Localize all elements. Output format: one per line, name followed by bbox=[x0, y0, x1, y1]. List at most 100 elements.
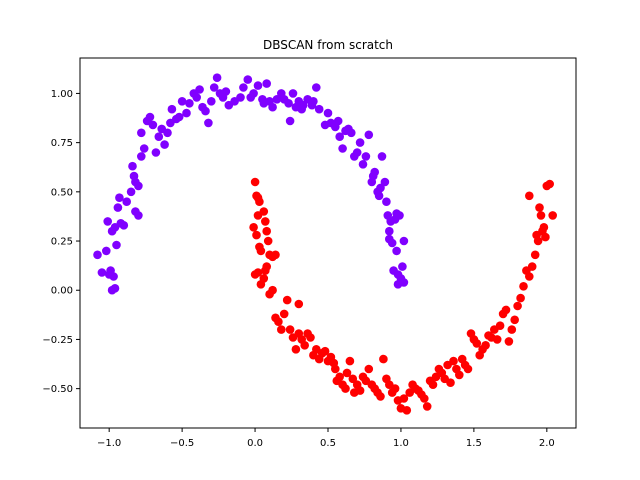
point-cluster-1-68 bbox=[272, 95, 282, 104]
point-cluster-1-103 bbox=[374, 191, 384, 201]
point-cluster-1-22 bbox=[134, 181, 143, 191]
point-cluster-2-33 bbox=[294, 299, 304, 309]
point-cluster-2-123 bbox=[539, 223, 549, 232]
point-cluster-1-73 bbox=[288, 89, 298, 98]
y-tick-label: 0.75 bbox=[51, 138, 73, 149]
point-cluster-1-62 bbox=[253, 81, 263, 90]
point-cluster-2-113 bbox=[519, 282, 528, 291]
point-cluster-1-81 bbox=[312, 83, 321, 92]
point-cluster-1-120 bbox=[398, 262, 407, 271]
point-cluster-2-64 bbox=[376, 392, 385, 401]
point-cluster-1-57 bbox=[236, 93, 245, 102]
point-cluster-1-88 bbox=[335, 132, 345, 141]
point-cluster-2-28 bbox=[279, 309, 289, 319]
y-axis: −0.50 −0.25 0.00 0.25 0.50 0.75 1.00 bbox=[42, 89, 80, 395]
point-cluster-2-128 bbox=[525, 191, 534, 201]
point-cluster-2-82 bbox=[428, 380, 438, 390]
point-cluster-2-54 bbox=[348, 374, 358, 384]
point-cluster-1-45 bbox=[195, 85, 204, 94]
point-cluster-1-95 bbox=[355, 138, 365, 147]
point-cluster-2-73 bbox=[402, 406, 412, 415]
point-cluster-1-71 bbox=[284, 99, 293, 108]
point-cluster-1-18 bbox=[126, 187, 136, 197]
point-cluster-1-107 bbox=[382, 197, 391, 206]
point-cluster-1-87 bbox=[333, 116, 343, 126]
point-cluster-1-13 bbox=[113, 203, 123, 212]
point-cluster-1-98 bbox=[364, 130, 374, 140]
point-cluster-1-54 bbox=[221, 87, 231, 96]
point-cluster-1-115 bbox=[392, 246, 401, 256]
point-cluster-1-9 bbox=[103, 217, 112, 226]
point-cluster-2-32 bbox=[291, 345, 301, 354]
y-tick-label: 0.50 bbox=[51, 187, 73, 198]
point-cluster-2-38 bbox=[306, 333, 315, 342]
point-cluster-1-92 bbox=[347, 128, 356, 138]
point-cluster-1-51 bbox=[212, 73, 222, 82]
point-cluster-1-7 bbox=[110, 284, 120, 293]
point-cluster-2-110 bbox=[510, 315, 519, 325]
point-cluster-1-1 bbox=[93, 250, 102, 260]
point-cluster-2-36 bbox=[300, 341, 310, 350]
point-cluster-2-120 bbox=[535, 203, 544, 212]
point-cluster-1-104 bbox=[376, 183, 385, 193]
point-cluster-1-27 bbox=[137, 128, 146, 138]
point-cluster-2-115 bbox=[525, 272, 534, 281]
point-cluster-1-41 bbox=[182, 108, 191, 118]
point-cluster-2-53 bbox=[345, 356, 355, 366]
point-cluster-1-82 bbox=[314, 104, 324, 114]
point-cluster-1-101 bbox=[370, 167, 380, 177]
point-cluster-2-11 bbox=[261, 217, 270, 226]
x-tick-label: 1.5 bbox=[466, 438, 482, 449]
point-cluster-2-108 bbox=[504, 337, 514, 346]
point-cluster-2-47 bbox=[331, 364, 340, 374]
point-cluster-1-72 bbox=[285, 116, 295, 126]
point-cluster-2-26 bbox=[274, 317, 283, 327]
point-cluster-1-47 bbox=[201, 106, 210, 116]
x-axis: −1.0 −0.5 0.0 0.5 1.0 1.5 2.0 bbox=[97, 428, 555, 449]
point-cluster-2-105 bbox=[495, 321, 505, 331]
point-cluster-2-12 bbox=[262, 226, 272, 236]
point-cluster-2-57 bbox=[355, 386, 365, 395]
point-cluster-2-10 bbox=[259, 207, 269, 216]
point-cluster-1-34 bbox=[160, 140, 169, 149]
point-cluster-2-109 bbox=[507, 325, 517, 334]
point-cluster-2-4 bbox=[255, 197, 264, 206]
point-cluster-1-67 bbox=[268, 102, 277, 112]
point-cluster-1-109 bbox=[385, 226, 394, 236]
point-cluster-2-1 bbox=[250, 177, 260, 187]
y-tick-label: 1.00 bbox=[51, 89, 73, 100]
point-cluster-2-16 bbox=[271, 250, 280, 260]
point-cluster-2-18 bbox=[253, 268, 263, 277]
point-cluster-2-60 bbox=[364, 364, 374, 374]
point-cluster-2-9 bbox=[256, 246, 266, 256]
point-cluster-1-58 bbox=[239, 83, 248, 92]
point-cluster-2-6 bbox=[252, 230, 261, 240]
point-cluster-1-48 bbox=[204, 118, 213, 128]
point-cluster-2-22 bbox=[262, 262, 272, 271]
point-cluster-1-20 bbox=[128, 161, 137, 171]
point-cluster-1-94 bbox=[352, 148, 362, 157]
point-cluster-2-29 bbox=[282, 295, 292, 305]
chart-title: DBSCAN from scratch bbox=[263, 38, 393, 52]
y-tick-label: −0.50 bbox=[42, 384, 73, 395]
point-cluster-2-24 bbox=[268, 285, 277, 295]
point-cluster-1-25 bbox=[137, 152, 146, 161]
point-cluster-1-31 bbox=[151, 148, 161, 157]
point-cluster-1-105 bbox=[377, 152, 387, 161]
point-cluster-2-111 bbox=[513, 301, 522, 311]
point-cluster-2-51 bbox=[341, 384, 350, 393]
point-cluster-2-30 bbox=[285, 325, 295, 334]
x-tick-label: −1.0 bbox=[97, 438, 121, 449]
y-tick-label: 0.25 bbox=[51, 237, 73, 248]
point-cluster-1-61 bbox=[249, 89, 258, 98]
point-cluster-2-49 bbox=[335, 372, 345, 382]
point-cluster-1-16 bbox=[119, 221, 129, 230]
point-cluster-1-24 bbox=[134, 211, 143, 220]
y-tick-label: −0.25 bbox=[42, 335, 73, 346]
point-cluster-1-50 bbox=[209, 83, 219, 92]
point-cluster-2-79 bbox=[420, 394, 429, 403]
point-cluster-2-100 bbox=[481, 341, 490, 350]
point-cluster-2-20 bbox=[259, 274, 269, 283]
point-cluster-1-59 bbox=[243, 75, 253, 84]
